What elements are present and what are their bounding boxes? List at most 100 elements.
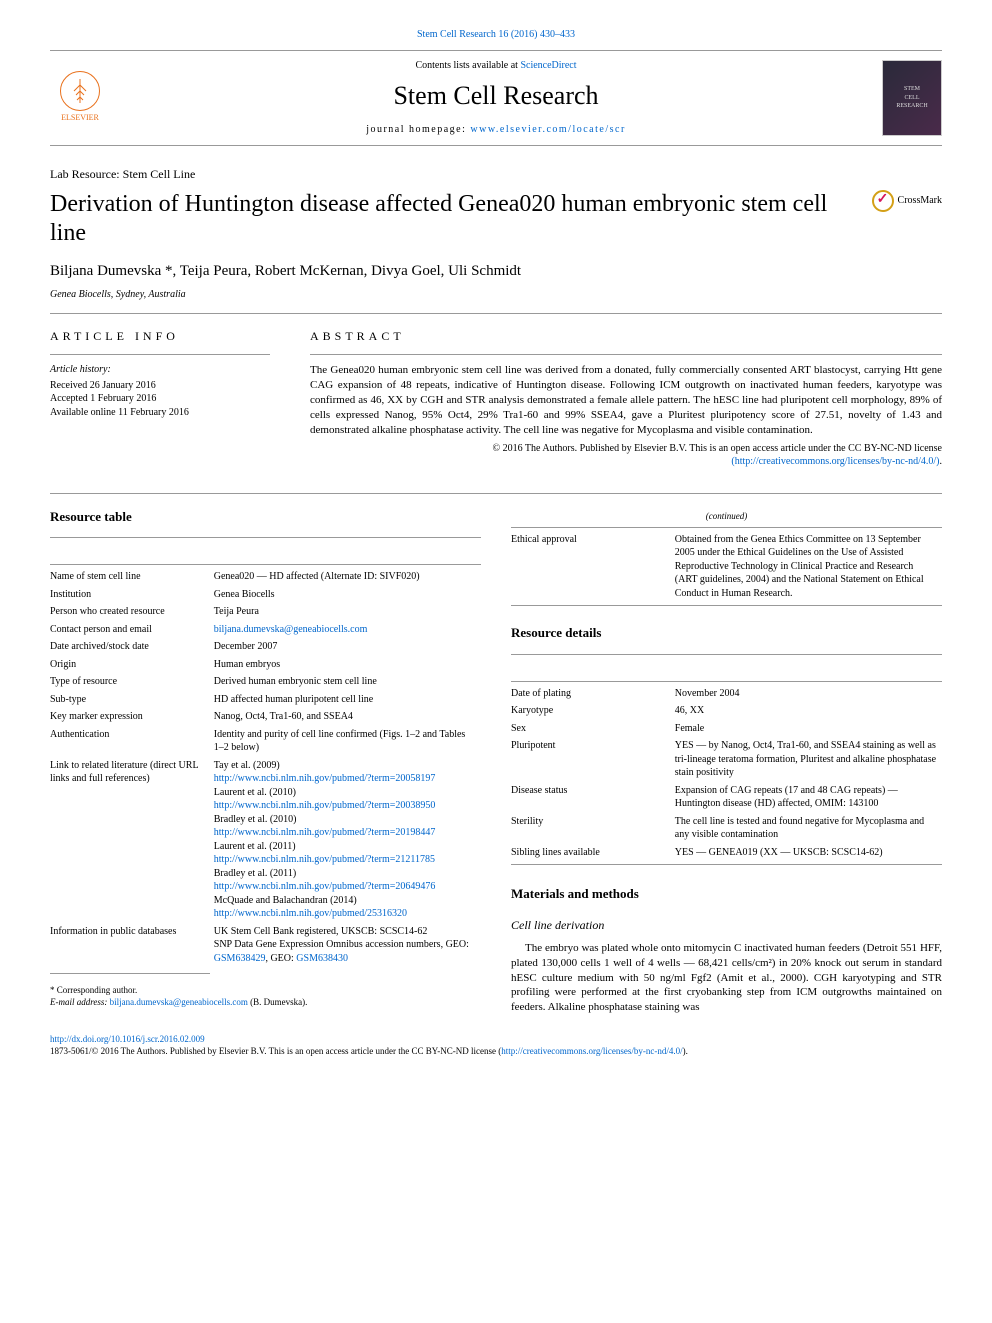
table-key: Sex bbox=[511, 720, 675, 738]
table-value: 46, XX bbox=[675, 702, 942, 720]
elsevier-tree-icon bbox=[60, 71, 100, 111]
table-key: Information in public databases bbox=[50, 923, 214, 968]
table-key: Key marker expression bbox=[50, 708, 214, 726]
table-value: Tay et al. (2009)http://www.ncbi.nlm.nih… bbox=[214, 757, 481, 923]
table-value: HD affected human pluripotent cell line bbox=[214, 691, 481, 709]
homepage-prefix: journal homepage: bbox=[366, 124, 470, 135]
table-key: Name of stem cell line bbox=[50, 568, 214, 586]
history-received: Received 26 January 2016 bbox=[50, 379, 270, 393]
resource-details-heading: Resource details bbox=[511, 624, 942, 642]
ethical-value: Obtained from the Genea Ethics Committee… bbox=[675, 531, 942, 603]
table-value: The cell line is tested and found negati… bbox=[675, 813, 942, 844]
table-row: Disease statusExpansion of CAG repeats (… bbox=[511, 782, 942, 813]
table-key: Pluripotent bbox=[511, 737, 675, 782]
geo-link[interactable]: GSM638429 bbox=[214, 953, 266, 964]
table-value: Human embryos bbox=[214, 656, 481, 674]
email-label: E-mail address: bbox=[50, 997, 110, 1007]
pubmed-link[interactable]: http://www.ncbi.nlm.nih.gov/pubmed/?term… bbox=[214, 827, 436, 838]
literature-ref: Laurent et al. (2011) bbox=[214, 840, 477, 854]
table-key: Person who created resource bbox=[50, 603, 214, 621]
article-type: Lab Resource: Stem Cell Line bbox=[50, 166, 942, 182]
license-prefix: 1873-5061/© 2016 The Authors. Published … bbox=[50, 1046, 501, 1056]
doi-link[interactable]: http://dx.doi.org/10.1016/j.scr.2016.02.… bbox=[50, 1034, 205, 1044]
table-row: OriginHuman embryos bbox=[50, 656, 481, 674]
table-value: Female bbox=[675, 720, 942, 738]
pubmed-link[interactable]: http://www.ncbi.nlm.nih.gov/pubmed/?term… bbox=[214, 773, 436, 784]
db-line: SNP Data Gene Expression Omnibus accessi… bbox=[214, 938, 477, 965]
db-line: UK Stem Cell Bank registered, UKSCB: SCS… bbox=[214, 925, 477, 939]
sciencedirect-link[interactable]: ScienceDirect bbox=[520, 60, 576, 71]
table-row: Date of platingNovember 2004 bbox=[511, 685, 942, 703]
pubmed-link[interactable]: http://www.ncbi.nlm.nih.gov/pubmed/?term… bbox=[214, 800, 436, 811]
table-row: Ethical approval Obtained from the Genea… bbox=[511, 531, 942, 603]
journal-header: ELSEVIER Contents lists available at Sci… bbox=[50, 50, 942, 146]
table-key: Origin bbox=[50, 656, 214, 674]
table-row: Link to related literature (direct URL l… bbox=[50, 757, 481, 923]
table-row: Sub-typeHD affected human pluripotent ce… bbox=[50, 691, 481, 709]
resource-table-continued: Ethical approval Obtained from the Genea… bbox=[511, 531, 942, 603]
table-row: PluripotentYES — by Nanog, Oct4, Tra1-60… bbox=[511, 737, 942, 782]
table-key: Disease status bbox=[511, 782, 675, 813]
methods-heading: Materials and methods bbox=[511, 885, 942, 903]
table-row: Sibling lines availableYES — GENEA019 (X… bbox=[511, 844, 942, 862]
resource-table: Name of stem cell lineGenea020 — HD affe… bbox=[50, 568, 481, 967]
author-list: Biljana Dumevska *, Teija Peura, Robert … bbox=[50, 261, 942, 281]
crossmark-badge[interactable]: ✓ CrossMark bbox=[872, 190, 942, 212]
corr-email-link[interactable]: biljana.dumevska@geneabiocells.com bbox=[110, 997, 248, 1007]
table-row: Karyotype46, XX bbox=[511, 702, 942, 720]
table-value: Identity and purity of cell line confirm… bbox=[214, 726, 481, 757]
contents-prefix: Contents lists available at bbox=[415, 60, 520, 71]
ethical-key: Ethical approval bbox=[511, 531, 675, 603]
continued-label: (continued) bbox=[511, 508, 942, 524]
journal-cover-thumbnail: STEM CELL RESEARCH bbox=[882, 60, 942, 136]
table-value: Genea020 — HD affected (Alternate ID: SI… bbox=[214, 568, 481, 586]
journal-homepage-link[interactable]: www.elsevier.com/locate/scr bbox=[470, 124, 625, 135]
crossmark-check-icon: ✓ bbox=[877, 191, 889, 210]
pubmed-link[interactable]: http://www.ncbi.nlm.nih.gov/pubmed/?term… bbox=[214, 881, 436, 892]
abstract-text: The Genea020 human embryonic stem cell l… bbox=[310, 363, 942, 437]
table-key: Sterility bbox=[511, 813, 675, 844]
table-row: AuthenticationIdentity and purity of cel… bbox=[50, 726, 481, 757]
history-online: Available online 11 February 2016 bbox=[50, 406, 270, 420]
table-key: Authentication bbox=[50, 726, 214, 757]
elsevier-label: ELSEVIER bbox=[61, 113, 99, 124]
article-title: Derivation of Huntington disease affecte… bbox=[50, 190, 852, 248]
copyright-line: © 2016 The Authors. Published by Elsevie… bbox=[310, 442, 942, 469]
copyright-text: © 2016 The Authors. Published by Elsevie… bbox=[493, 443, 942, 454]
table-value: November 2004 bbox=[675, 685, 942, 703]
table-value: December 2007 bbox=[214, 638, 481, 656]
literature-ref: Bradley et al. (2011) bbox=[214, 867, 477, 881]
citation-link[interactable]: Stem Cell Research 16 (2016) 430–433 bbox=[417, 29, 575, 40]
footer-license: 1873-5061/© 2016 The Authors. Published … bbox=[50, 1045, 942, 1057]
pubmed-link[interactable]: http://www.ncbi.nlm.nih.gov/pubmed/25316… bbox=[214, 908, 407, 919]
literature-ref: McQuade and Balachandran (2014) bbox=[214, 894, 477, 908]
journal-title: Stem Cell Research bbox=[110, 78, 882, 113]
cover-line-1: STEM bbox=[904, 85, 920, 93]
license-link[interactable]: (http://creativecommons.org/licenses/by-… bbox=[731, 456, 939, 467]
table-row: SexFemale bbox=[511, 720, 942, 738]
table-key: Date of plating bbox=[511, 685, 675, 703]
email-link[interactable]: biljana.dumevska@geneabiocells.com bbox=[214, 624, 368, 635]
table-value: YES — GENEA019 (XX — UKSCB: SCSC14-62) bbox=[675, 844, 942, 862]
history-label: Article history: bbox=[50, 363, 270, 377]
table-key: Date archived/stock date bbox=[50, 638, 214, 656]
contents-line: Contents lists available at ScienceDirec… bbox=[110, 59, 882, 73]
abstract-heading: abstract bbox=[310, 328, 942, 344]
corresponding-author: * Corresponding author. E-mail address: … bbox=[50, 984, 481, 1008]
methods-paragraph: The embryo was plated whole onto mitomyc… bbox=[511, 941, 942, 1015]
footer-license-link[interactable]: http://creativecommons.org/licenses/by-n… bbox=[501, 1046, 682, 1056]
geo-link[interactable]: GSM638430 bbox=[296, 953, 348, 964]
pubmed-link[interactable]: http://www.ncbi.nlm.nih.gov/pubmed/?term… bbox=[214, 854, 435, 865]
table-value: Nanog, Oct4, Tra1-60, and SSEA4 bbox=[214, 708, 481, 726]
table-key: Sibling lines available bbox=[511, 844, 675, 862]
homepage-line: journal homepage: www.elsevier.com/locat… bbox=[110, 123, 882, 137]
resource-details-table: Date of platingNovember 2004Karyotype46,… bbox=[511, 685, 942, 862]
table-row: Person who created resourceTeija Peura bbox=[50, 603, 481, 621]
cover-line-3: RESEARCH bbox=[896, 102, 927, 110]
table-key: Sub-type bbox=[50, 691, 214, 709]
table-value: Expansion of CAG repeats (17 and 48 CAG … bbox=[675, 782, 942, 813]
table-key: Institution bbox=[50, 586, 214, 604]
table-row: Date archived/stock dateDecember 2007 bbox=[50, 638, 481, 656]
literature-ref: Laurent et al. (2010) bbox=[214, 786, 477, 800]
email-tail: (B. Dumevska). bbox=[248, 997, 308, 1007]
